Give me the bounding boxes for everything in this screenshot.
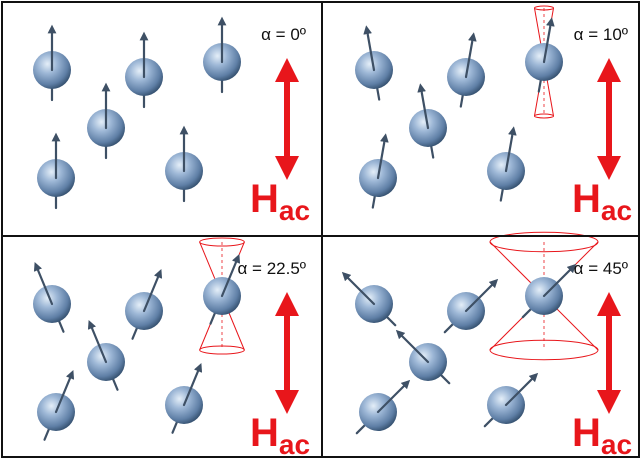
spin-particle xyxy=(521,263,577,319)
field-label-sub: ac xyxy=(279,429,310,459)
spin-particle xyxy=(125,31,163,109)
field-double-arrow-icon xyxy=(597,58,621,180)
spin-particle xyxy=(355,379,411,435)
spin-particle xyxy=(483,372,539,428)
spin-arrow-icon xyxy=(182,363,203,407)
spin-arrow-icon xyxy=(504,126,517,173)
field-label-main: H xyxy=(250,177,279,221)
spin-arrow-icon xyxy=(504,372,539,407)
spin-particle xyxy=(341,271,397,327)
spin-particle xyxy=(359,133,397,209)
alpha-label: α = 10º xyxy=(574,25,628,44)
spin-arrow-icon xyxy=(341,271,376,306)
spin-particle xyxy=(443,278,499,334)
spin-arrow-icon xyxy=(142,269,163,313)
field-label-sub: ac xyxy=(601,195,632,226)
field-label-sub: ac xyxy=(279,195,310,226)
spin-arrow-icon xyxy=(54,370,75,414)
panel-3: α = 22.5º Hac xyxy=(33,237,310,459)
spin-particle xyxy=(203,254,241,325)
spin-arrow-icon xyxy=(542,17,555,64)
spin-particle xyxy=(447,32,485,108)
spin-particle xyxy=(87,82,125,160)
spin-particle xyxy=(87,320,125,391)
field-label-main: H xyxy=(572,411,601,455)
spin-particle xyxy=(395,329,451,385)
field-double-arrow-icon xyxy=(597,292,621,414)
field-label: Hac xyxy=(250,177,310,226)
field-double-arrow-icon xyxy=(275,292,299,414)
panel-2: α = 10º Hac xyxy=(355,5,632,226)
spin-arrow-icon xyxy=(417,83,430,130)
spin-arrow-icon xyxy=(220,254,241,298)
spin-arrow-icon xyxy=(542,263,577,298)
field-label-main: H xyxy=(250,411,279,455)
spin-arrow-icon xyxy=(464,278,499,313)
spin-arrow-icon xyxy=(395,329,430,364)
spin-particle xyxy=(165,125,203,203)
spin-particle xyxy=(33,24,71,102)
spin-arrow-icon xyxy=(33,262,54,306)
field-label: Hac xyxy=(250,411,310,459)
spin-particle xyxy=(409,83,447,159)
spin-particle xyxy=(355,25,393,101)
alpha-label: α = 0º xyxy=(261,25,306,44)
spin-particle xyxy=(487,126,525,202)
spin-arrow-icon xyxy=(376,379,411,414)
spin-particle xyxy=(525,17,563,93)
spin-particle xyxy=(37,370,75,441)
spin-arrow-icon xyxy=(87,320,108,364)
spin-particle xyxy=(203,16,241,94)
spin-particle xyxy=(165,363,203,434)
panel-4: α = 45º Hac xyxy=(341,231,632,459)
spin-particle xyxy=(33,262,71,333)
spin-arrow-icon xyxy=(464,32,477,79)
field-label-main: H xyxy=(572,177,601,221)
alpha-label: α = 45º xyxy=(574,259,628,278)
field-double-arrow-icon xyxy=(275,58,299,180)
spin-arrow-icon xyxy=(376,133,389,180)
panel-1: α = 0º Hac xyxy=(33,16,310,226)
field-label: Hac xyxy=(572,177,632,226)
spin-particle xyxy=(37,132,75,210)
field-label: Hac xyxy=(572,411,632,459)
spin-arrow-icon xyxy=(363,25,376,72)
field-label-sub: ac xyxy=(601,429,632,459)
alpha-label: α = 22.5º xyxy=(238,259,307,278)
spin-particle xyxy=(125,269,163,340)
